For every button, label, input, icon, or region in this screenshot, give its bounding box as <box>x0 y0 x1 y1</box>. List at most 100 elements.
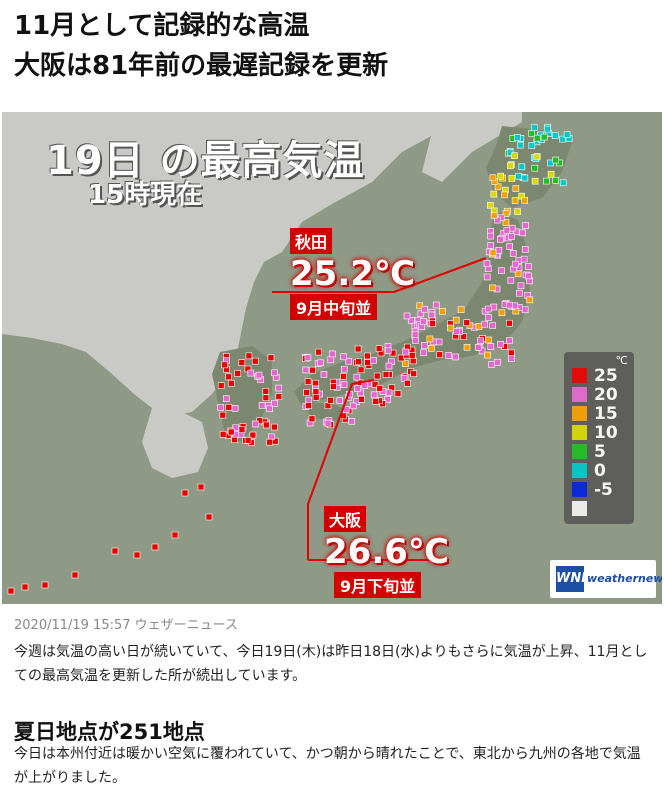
station-marker <box>263 421 270 429</box>
station-marker <box>552 156 559 164</box>
station-marker <box>498 267 505 274</box>
station-marker <box>227 428 235 436</box>
station-marker <box>420 342 428 349</box>
station-marker <box>475 323 483 330</box>
station-marker <box>507 162 514 170</box>
station-marker <box>234 370 242 377</box>
station-marker <box>507 276 515 284</box>
station-marker <box>308 415 316 423</box>
legend-swatch-minus5 <box>572 482 587 497</box>
station-marker <box>533 153 541 161</box>
legend-row-20: 20 <box>572 385 632 405</box>
legend-row-15: 15 <box>572 404 632 424</box>
osaka-leader-line <box>307 379 375 560</box>
station-marker <box>41 581 49 589</box>
station-marker <box>519 229 526 237</box>
station-marker <box>410 370 418 377</box>
station-marker <box>384 396 392 403</box>
station-marker <box>517 282 525 290</box>
station-marker <box>324 419 332 427</box>
station-marker <box>262 388 270 395</box>
station-marker <box>487 343 495 350</box>
headline-line-2: 大阪は81年前の最遅記録を更新 <box>14 51 389 81</box>
weathernews-logo-text: weathernews <box>587 572 662 585</box>
station-marker <box>436 351 443 359</box>
station-marker <box>521 174 529 182</box>
weathernews-logo: WNI weathernews <box>550 560 662 598</box>
station-marker <box>503 227 511 234</box>
legend-label-25: 25 <box>594 366 618 386</box>
legend-row-10: 10 <box>572 423 632 443</box>
station-marker <box>460 333 467 340</box>
station-marker <box>478 347 486 355</box>
station-marker <box>275 393 283 400</box>
station-marker <box>488 361 495 368</box>
station-marker <box>111 547 119 555</box>
station-marker <box>489 284 496 292</box>
station-marker <box>416 302 424 310</box>
station-marker <box>403 312 411 320</box>
article-paragraph-2: 今日は本州付近は暖かい空気に覆われていて、かつ朝から晴れたことで、東北から九州の… <box>14 746 641 786</box>
station-marker <box>501 191 508 199</box>
station-marker <box>71 571 79 579</box>
legend-swatch-20 <box>572 387 587 402</box>
station-marker <box>547 170 555 178</box>
station-marker <box>509 250 517 257</box>
temperature-map: 19日 の最高気温 15時現在 秋田 25.2℃ 9月中旬並 大阪 26.6℃ … <box>2 112 662 604</box>
station-marker <box>151 543 159 551</box>
station-marker <box>372 398 380 405</box>
station-marker <box>266 438 274 446</box>
station-marker <box>219 430 227 438</box>
legend-row-below <box>572 499 632 518</box>
station-marker <box>463 319 471 327</box>
station-marker <box>7 587 15 595</box>
station-marker <box>489 322 496 329</box>
station-marker <box>515 289 523 297</box>
station-marker <box>364 359 371 366</box>
station-marker <box>382 371 390 378</box>
station-marker <box>497 340 504 348</box>
station-marker <box>355 358 362 366</box>
legend-label-20: 20 <box>594 385 618 405</box>
station-marker <box>506 319 513 327</box>
station-marker <box>507 349 515 357</box>
legend-swatch-0 <box>572 463 587 478</box>
article-headline: 11月として記録的な高温 大阪は81年前の最遅記録を更新 <box>0 0 664 86</box>
station-marker <box>521 197 528 204</box>
osaka-period: 9月下旬並 <box>334 572 422 598</box>
station-marker <box>371 380 379 388</box>
station-marker <box>508 175 516 182</box>
article-meta: 2020/11/19 15:57 ウェザーニュース <box>14 618 239 633</box>
station-marker <box>340 381 348 388</box>
station-marker <box>484 351 491 359</box>
station-marker <box>21 583 29 591</box>
station-marker <box>489 249 497 257</box>
station-marker <box>271 423 278 431</box>
station-marker <box>502 219 510 226</box>
station-marker <box>420 349 428 357</box>
station-marker <box>512 260 519 268</box>
station-marker <box>420 318 427 325</box>
station-marker <box>385 389 393 397</box>
akita-callout: 秋田 25.2℃ 9月中旬並 <box>290 228 415 320</box>
station-marker <box>205 513 213 521</box>
akita-period: 9月中旬並 <box>290 294 378 320</box>
station-marker <box>490 303 498 311</box>
station-marker <box>258 402 266 409</box>
station-marker <box>552 176 559 184</box>
station-marker <box>309 366 316 374</box>
station-marker <box>508 233 515 240</box>
station-marker <box>217 404 224 411</box>
station-marker <box>417 310 425 318</box>
station-marker <box>530 124 538 132</box>
station-marker <box>407 317 415 324</box>
station-marker <box>312 394 320 401</box>
station-marker <box>252 357 259 365</box>
legend-row-minus5: -5 <box>572 480 632 500</box>
legend-label-minus5: -5 <box>594 480 613 500</box>
station-marker <box>345 357 353 365</box>
station-marker <box>484 305 492 313</box>
akita-leader-line <box>272 257 487 293</box>
station-marker <box>244 437 252 444</box>
station-marker <box>171 531 179 539</box>
